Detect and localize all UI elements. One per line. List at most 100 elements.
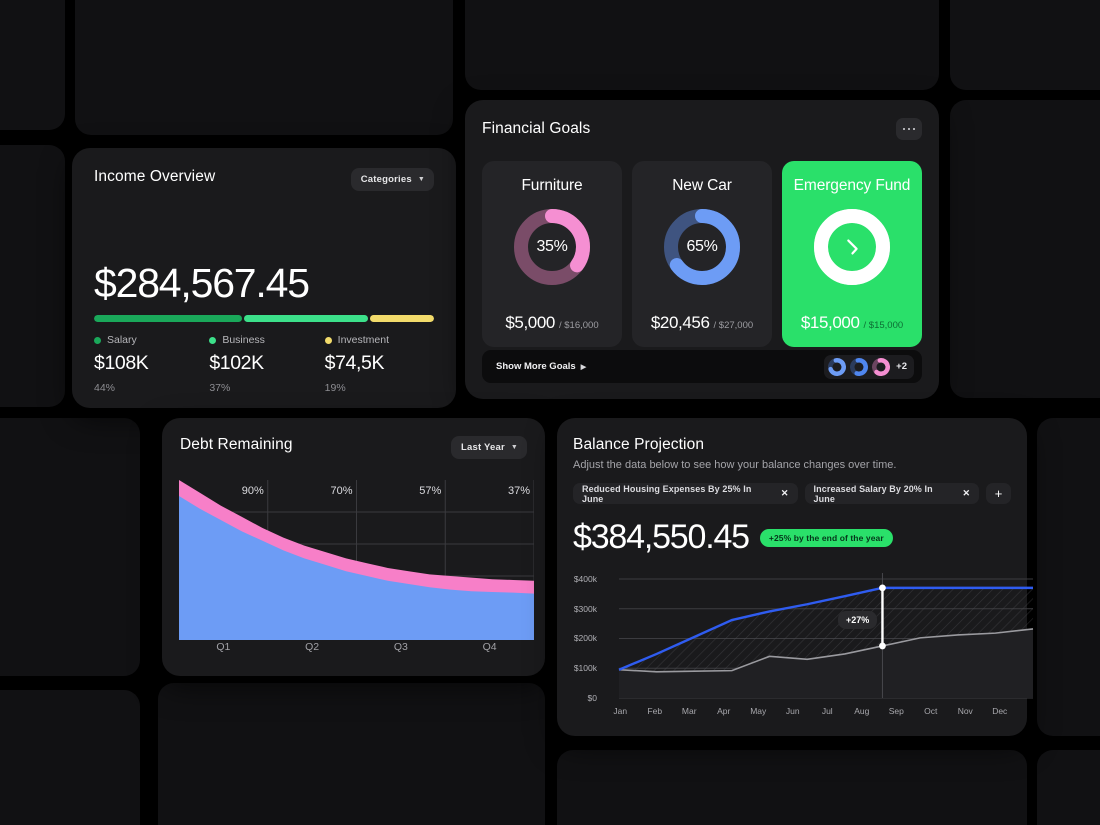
goal-card[interactable]: Emergency Fund $15,000/ $15,000 [782,161,922,347]
income-overview-card: Income Overview Categories ▼ $284,567.45… [72,148,456,408]
balance-chart-x-tick: Nov [957,706,973,716]
debt-chart-x-tick: Q2 [305,641,320,653]
debt-chart-x-tick: Q4 [482,641,497,653]
balance-chart-x-tick: Jun [785,706,800,716]
income-legend: Salary $108K 44% Business $102K 37% Investment… [94,334,440,394]
debt-remaining-header: Debt Remaining Last Year ▼ [180,436,527,459]
background-placeholder-card [0,690,140,825]
goal-target-amount: / $16,000 [558,320,599,331]
balance-projected-amount: $384,550.45 [573,518,750,556]
balance-projection-subtitle: Adjust the data below to see how your ba… [573,459,897,471]
scenario-tag-label: Increased Salary By 20% In June [813,483,933,504]
debt-chart-x-axis: Q1 Q2 Q3 Q4 [179,641,534,653]
background-placeholder-card [557,750,1027,825]
balance-amount-row: $384,550.45 +25% by the end of the year [573,518,1011,557]
income-legend-item: Business $102K 37% [209,334,324,394]
legend-color-dot [209,336,217,344]
balance-growth-badge: +25% by the end of the year [759,528,893,547]
goal-card[interactable]: New Car 65% $20,456/ $27,000 [632,161,772,347]
income-bar-segment [243,315,369,322]
scenario-tag-label: Reduced Housing Expenses By 25% In June [582,483,752,504]
ellipsis-dot [907,127,911,131]
categories-dropdown-button[interactable]: Categories ▼ [350,168,434,191]
goal-mini-ring [828,357,847,376]
debt-chart-value-label: 70% [330,485,353,497]
background-placeholder-card [0,418,140,676]
goal-amount: $5,000/ $16,000 [505,313,598,333]
goal-mini-ring [850,357,869,376]
balance-projection-title: Balance Projection [573,436,705,453]
debt-remaining-chart [178,480,535,645]
goal-progress-ring: 35% [514,209,590,285]
categories-dropdown-label: Categories [360,174,412,185]
close-icon[interactable]: ✕ [962,488,971,498]
plus-icon[interactable]: + [986,483,1011,504]
show-more-goals-button[interactable]: Show More Goals ▶ [496,361,586,372]
background-placeholder-card [1037,418,1100,736]
balance-chart-x-tick: Mar [681,706,697,716]
background-placeholder-card [0,0,65,130]
goal-avatar-stack[interactable]: +2 [824,354,914,379]
goal-card[interactable]: Furniture 35% $5,000/ $16,000 [482,161,622,347]
scenario-tag[interactable]: Reduced Housing Expenses By 25% In June ✕ [573,483,798,504]
chevron-down-icon: ▼ [510,444,518,451]
balance-chart-x-tick: Apr [717,706,731,716]
goal-percent-label: 35% [536,238,568,255]
chevron-right-icon: ▶ [580,363,587,371]
financial-goals-footer: Show More Goals ▶ +2 [482,350,922,383]
goal-current-amount: $15,000 [800,313,860,332]
legend-value: $102K [209,352,264,374]
income-legend-item: Salary $108K 44% [94,334,209,394]
balance-annotation-badge: +27% [838,611,878,629]
scenario-tag[interactable]: Increased Salary By 20% In June ✕ [804,483,980,504]
goal-target-amount: / $27,000 [713,320,754,331]
show-more-goals-label: Show More Goals [496,361,576,372]
debt-chart-x-tick: Q3 [393,641,408,653]
last-year-dropdown-label: Last Year [460,442,505,453]
legend-percent: 44% [94,382,116,394]
background-placeholder-card [1037,750,1100,825]
goal-current-amount: $20,456 [650,313,710,332]
income-legend-item: Investment $74,5K 19% [324,334,440,394]
balance-chart-x-tick: May [750,706,767,716]
background-placeholder-card [158,683,545,825]
balance-scenario-tags: Reduced Housing Expenses By 25% In June ✕… [573,483,1011,504]
debt-chart-x-tick: Q1 [216,641,231,653]
goal-amount: $15,000/ $15,000 [801,313,903,333]
financial-goals-card: Financial Goals Furniture 35% $5,000/ $16,… [465,100,939,399]
legend-label: Business [222,334,265,346]
legend-percent: 19% [324,382,346,394]
goal-target-amount: / $15,000 [863,320,904,331]
balance-chart-x-tick: Feb [647,706,663,716]
balance-chart-x-tick: Aug [854,706,870,716]
mini-goal-rings [828,357,891,376]
goal-amount: $20,456/ $27,000 [651,313,753,333]
balance-chart-x-tick: Jan [613,706,628,716]
debt-chart-value-labels: 90% 70% 57% 37% [179,485,534,497]
balance-chart-y-tick: $100k [573,663,597,674]
financial-goals-header: Financial Goals [482,118,922,140]
ellipsis-dot [902,127,906,131]
check-icon [814,209,890,285]
legend-percent: 37% [209,382,231,394]
legend-value: $74,5K [324,352,385,374]
legend-label: Investment [337,334,390,346]
goal-card-list: Furniture 35% $5,000/ $16,000 New Car 65% $20… [482,161,922,347]
background-placeholder-card [465,0,939,90]
financial-goals-title: Financial Goals [482,120,591,137]
balance-chart-x-tick: Dec [992,706,1008,716]
legend-color-dot [324,336,332,344]
balance-chart-x-tick: Sep [888,706,904,716]
legend-label: Salary [107,334,137,346]
background-placeholder-card [0,145,65,407]
last-year-dropdown-button[interactable]: Last Year ▼ [450,436,527,459]
balance-chart-x-axis: Jan Feb Mar Apr May Jun Jul Aug Sep Oct Nov Dec [603,706,1017,716]
close-icon[interactable]: ✕ [780,488,789,498]
balance-chart-x-tick: Jul [821,706,833,716]
ellipsis-icon[interactable] [896,118,922,140]
goal-name: New Car [672,177,732,194]
balance-chart-y-tick: $300k [573,603,597,614]
income-distribution-bar [94,315,434,322]
balance-chart-y-tick: $400k [573,573,597,584]
